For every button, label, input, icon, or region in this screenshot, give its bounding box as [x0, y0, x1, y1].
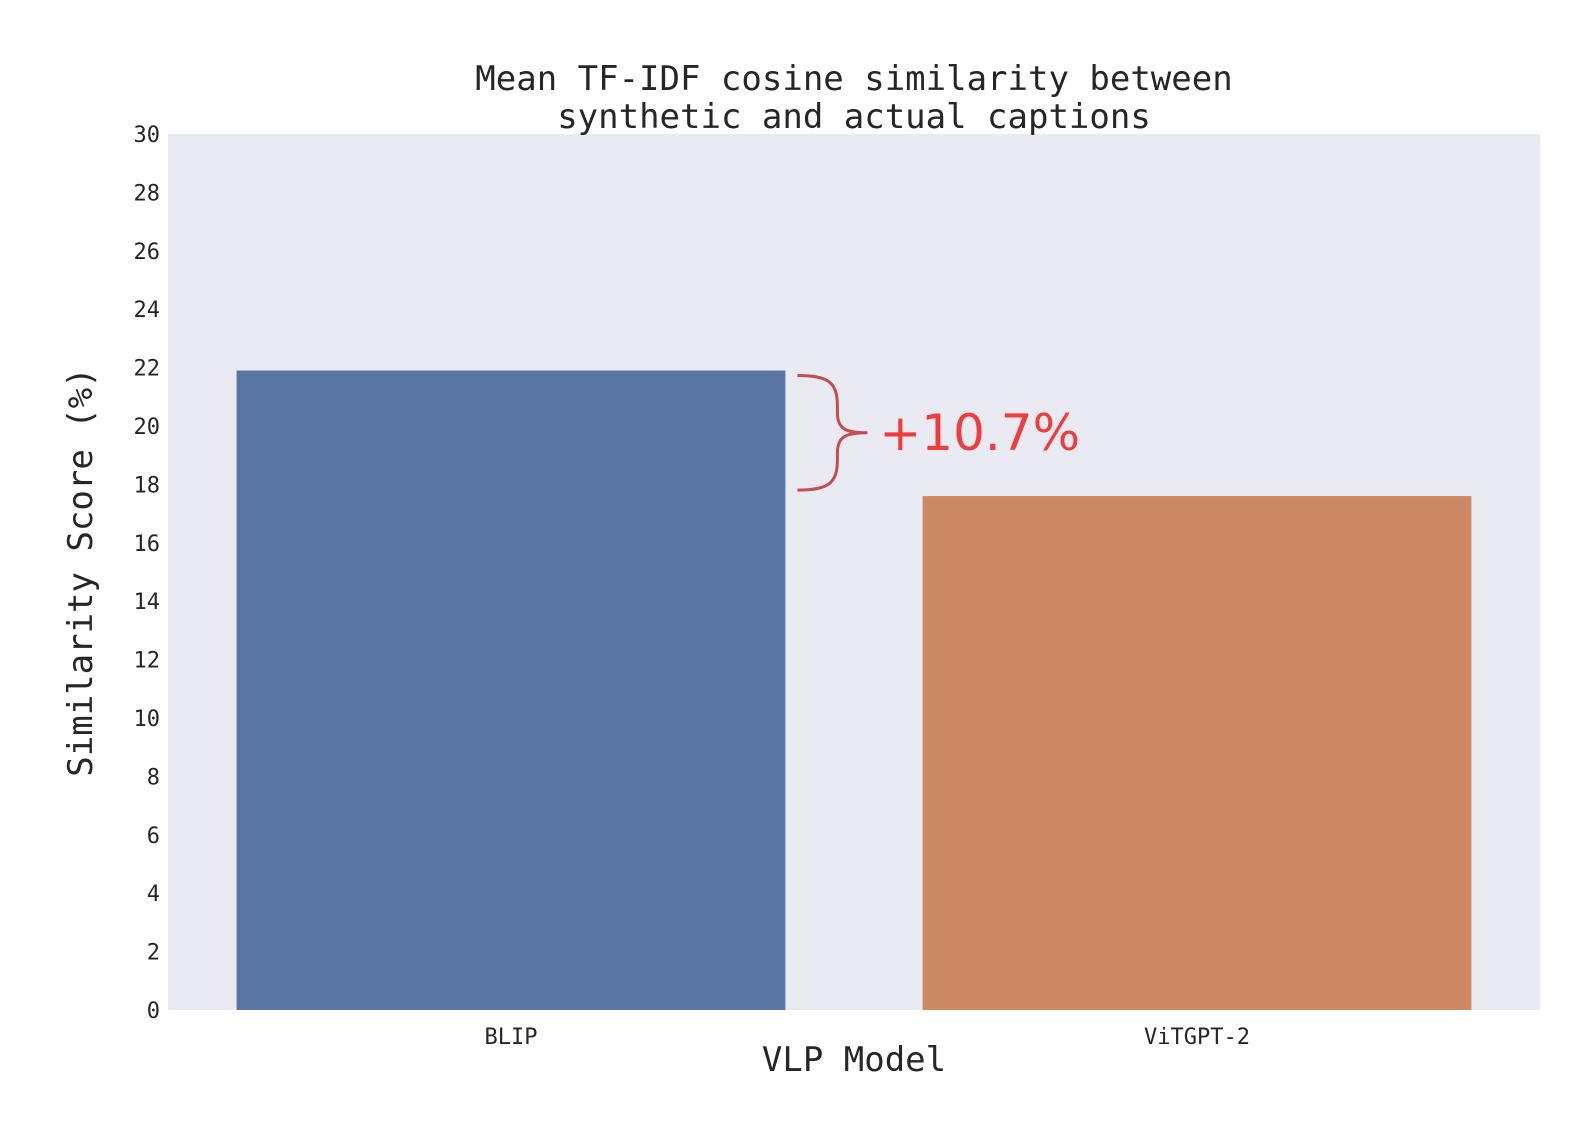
y-tick-label: 12	[134, 649, 161, 674]
y-tick-label: 10	[134, 707, 161, 732]
y-tick-label: 28	[134, 181, 161, 206]
brace-icon	[797, 374, 868, 492]
x-axis-ticks: BLIP ViTGPT-2	[485, 1025, 1250, 1050]
y-tick-label: 22	[134, 357, 161, 382]
y-tick-label: 8	[147, 765, 160, 790]
y-tick-label: 14	[134, 590, 161, 615]
y-tick-label: 18	[134, 473, 161, 498]
y-axis-label: Similarity Score (%)	[61, 367, 101, 776]
y-tick-label: 4	[147, 882, 160, 907]
bar-blip	[236, 370, 786, 1010]
y-tick-label: 0	[147, 999, 160, 1024]
bars	[236, 370, 1472, 1011]
y-tick-label: 16	[134, 532, 161, 557]
bar-vitgpt-2	[922, 496, 1472, 1011]
y-tick-label: 24	[134, 298, 161, 323]
y-tick-label: 2	[147, 941, 160, 966]
chart-title-line-2: synthetic and actual captions	[557, 97, 1151, 137]
x-axis-label: VLP Model	[762, 1040, 946, 1080]
y-tick-label: 20	[134, 415, 161, 440]
difference-label: +10.7%	[879, 404, 1080, 462]
x-tick-label: ViTGPT-2	[1144, 1025, 1250, 1050]
x-tick-label: BLIP	[485, 1025, 538, 1050]
y-tick-label: 26	[134, 240, 161, 265]
difference-annotation: +10.7%	[797, 374, 1080, 492]
y-tick-label: 6	[147, 824, 160, 849]
y-tick-label: 30	[134, 123, 161, 148]
chart-title-line-1: Mean TF-IDF cosine similarity between	[475, 59, 1232, 99]
